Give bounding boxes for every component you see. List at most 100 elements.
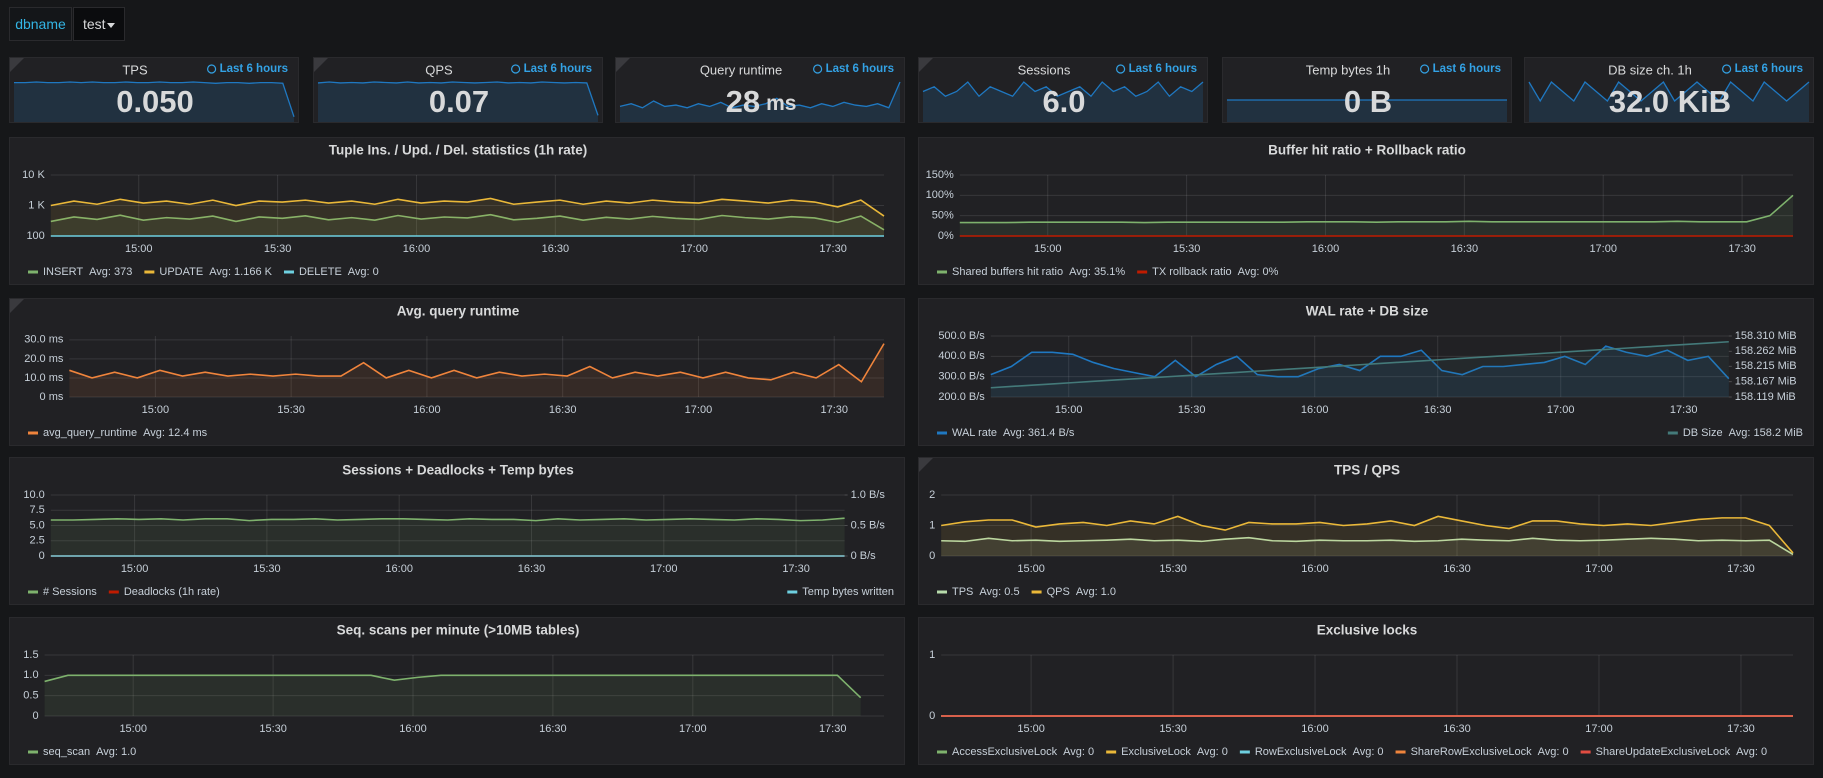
series-line [69, 343, 885, 383]
x-tick-label: 16:00 [1301, 723, 1329, 735]
time-range: Last 6 hours [1129, 63, 1197, 75]
sparkline-area [318, 82, 598, 122]
legend-name: avg_query_runtime [43, 427, 137, 439]
series-line [959, 194, 1794, 224]
x-tick-label: 15:00 [1034, 243, 1062, 255]
x-tick-label: 16:30 [518, 563, 546, 575]
y-tick-label: 0 [929, 550, 935, 562]
legend-item: INSERT Avg: 373 [28, 266, 132, 278]
panel: Sessions + Deadlocks + Temp bytes 0 2.5 5.0… [9, 457, 905, 605]
stat-title: Query runtime [700, 62, 782, 77]
x-tick-label: 15:30 [1178, 404, 1206, 416]
legend-swatch [28, 590, 38, 594]
x-tick-label: 17:30 [820, 404, 848, 416]
legend-name: Deadlocks (1h rate) [124, 586, 220, 598]
legend-swatch [937, 270, 947, 274]
x-tick-label: 15:00 [121, 563, 149, 575]
x-tick-label: 17:00 [679, 723, 707, 735]
y-tick-label: 0 [929, 710, 935, 722]
clock-icon [1116, 64, 1126, 74]
clock-icon [1722, 64, 1732, 74]
legend-value: Avg: 0 [348, 266, 379, 278]
y-tick-label: 30.0 ms [24, 334, 64, 346]
clock-icon [207, 64, 217, 74]
stat-value: 0.07 [429, 84, 489, 119]
x-tick-label: 17:00 [1585, 723, 1613, 735]
legend-swatch [787, 590, 798, 594]
legend-name: TX rollback ratio [1152, 266, 1231, 278]
legend-item: ShareUpdateExclusiveLock Avg: 0 [1580, 746, 1767, 758]
legend-value: Avg: 0 [1353, 746, 1384, 758]
panel: Query runtime Last 6 hours 28 ms [615, 57, 905, 123]
y-tick-label: 1.0 [23, 669, 38, 681]
series-line [941, 536, 1794, 556]
panel: QPS Last 6 hours 0.07 [313, 57, 603, 123]
x-tick-label: 16:00 [399, 723, 427, 735]
x-tick-label: 15:30 [1159, 563, 1187, 575]
x-tick-label: 15:00 [142, 404, 170, 416]
legend-swatch [1395, 750, 1406, 754]
sparkline-area [1529, 82, 1809, 122]
panel-canvas: Sessions Last 6 hours 6.0 [919, 58, 1204, 122]
y2-tick-label: 158.262 MiB [1735, 345, 1797, 357]
clock-icon [813, 64, 823, 74]
legend-swatch [937, 590, 947, 594]
panel-canvas: DB size ch. 1h Last 6 hours 32.0 KiB [1528, 62, 1810, 122]
sparkline-area [923, 82, 1203, 122]
x-tick-label: 15:00 [1017, 563, 1045, 575]
x-tick-label: 15:30 [264, 243, 292, 255]
legend-swatch [108, 590, 119, 594]
sparkline [317, 81, 599, 116]
x-tick-label: 15:30 [1159, 723, 1187, 735]
panel-title: Exclusive locks [1317, 623, 1418, 638]
y-tick-label: 5.0 [30, 519, 45, 531]
series-area [50, 518, 845, 556]
x-tick-label: 17:30 [819, 723, 847, 735]
info-corner [10, 58, 24, 72]
info-corner [314, 58, 328, 72]
legend-item: TPS Avg: 0.5 [937, 586, 1020, 598]
legend-name: Shared buffers hit ratio [952, 266, 1063, 278]
stat-value: 32.0 KiB [1609, 84, 1731, 119]
series-area [44, 675, 861, 716]
x-tick-label: 17:30 [1670, 404, 1698, 416]
y-tick-label: 10.0 [23, 489, 44, 501]
panel: Seq. scans per minute (>10MB tables) 0 0.5… [9, 617, 905, 765]
legend-item: WAL rate Avg: 361.4 B/s [937, 427, 1075, 439]
legend-item: UPDATE Avg: 1.166 K [144, 266, 273, 278]
y2-tick-label: 158.119 MiB [1735, 391, 1796, 403]
x-tick-label: 16:30 [1443, 723, 1471, 735]
legend-swatch [28, 270, 38, 274]
y2-tick-label: 1.0 B/s [851, 489, 886, 501]
series-line [990, 345, 1730, 380]
y2-tick-label: 158.215 MiB [1735, 360, 1797, 372]
panel-canvas: Buffer hit ratio + Rollback ratio 0% 50% 10… [926, 143, 1794, 278]
y-tick-label: 10.0 ms [24, 372, 64, 384]
panel: Sessions Last 6 hours 6.0 [918, 57, 1208, 123]
y-tick-label: 150% [926, 169, 954, 181]
x-tick-label: 15:00 [1055, 404, 1083, 416]
legend-name: Temp bytes written [802, 586, 894, 598]
series-line [941, 515, 1794, 554]
x-tick-label: 15:30 [277, 404, 305, 416]
legend-name: AccessExclusiveLock [952, 746, 1058, 758]
legend-value: Avg: 12.4 ms [143, 427, 207, 439]
legend-value: Avg: 0 [1197, 746, 1228, 758]
sparkline [14, 81, 295, 117]
variable-dropdown[interactable]: test [73, 7, 125, 41]
panel-title: Sessions + Deadlocks + Temp bytes [342, 463, 574, 478]
x-tick-label: 16:00 [1301, 563, 1329, 575]
legend-swatch [1667, 431, 1678, 435]
panel-canvas: Exclusive locks 0 1 15:00 15:30 16:00 16:30 17:… [929, 623, 1793, 758]
legend-item: # Sessions [28, 586, 97, 598]
y-tick-label: 0% [938, 230, 954, 242]
legend-value: Avg: 1.0 [96, 746, 136, 758]
panel-canvas: Temp bytes 1h Last 6 hours 0 B [1227, 62, 1507, 122]
legend-item: DB Size Avg: 158.2 MiB [1667, 427, 1803, 439]
x-tick-label: 15:30 [259, 723, 287, 735]
legend-name: # Sessions [43, 586, 97, 598]
legend-name: RowExclusiveLock [1255, 746, 1347, 758]
stat-title: DB size ch. 1h [1608, 62, 1692, 77]
stat-unit: ms [766, 92, 796, 115]
